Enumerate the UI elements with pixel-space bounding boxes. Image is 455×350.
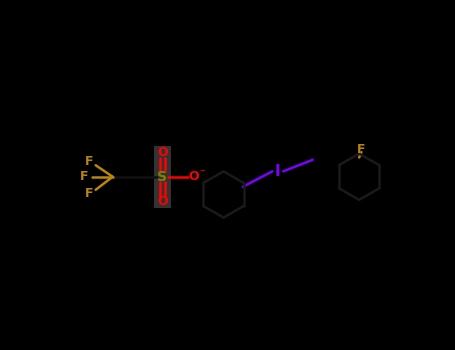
Text: O: O xyxy=(157,146,167,159)
Text: ⁻: ⁻ xyxy=(199,168,205,178)
Text: F: F xyxy=(357,143,366,156)
Text: F: F xyxy=(85,187,94,200)
Text: O: O xyxy=(188,170,198,183)
Text: F: F xyxy=(80,170,88,183)
Text: S: S xyxy=(157,170,167,184)
Text: I: I xyxy=(275,164,281,179)
Text: F: F xyxy=(85,155,94,168)
FancyBboxPatch shape xyxy=(154,146,171,208)
Text: O: O xyxy=(157,195,167,208)
